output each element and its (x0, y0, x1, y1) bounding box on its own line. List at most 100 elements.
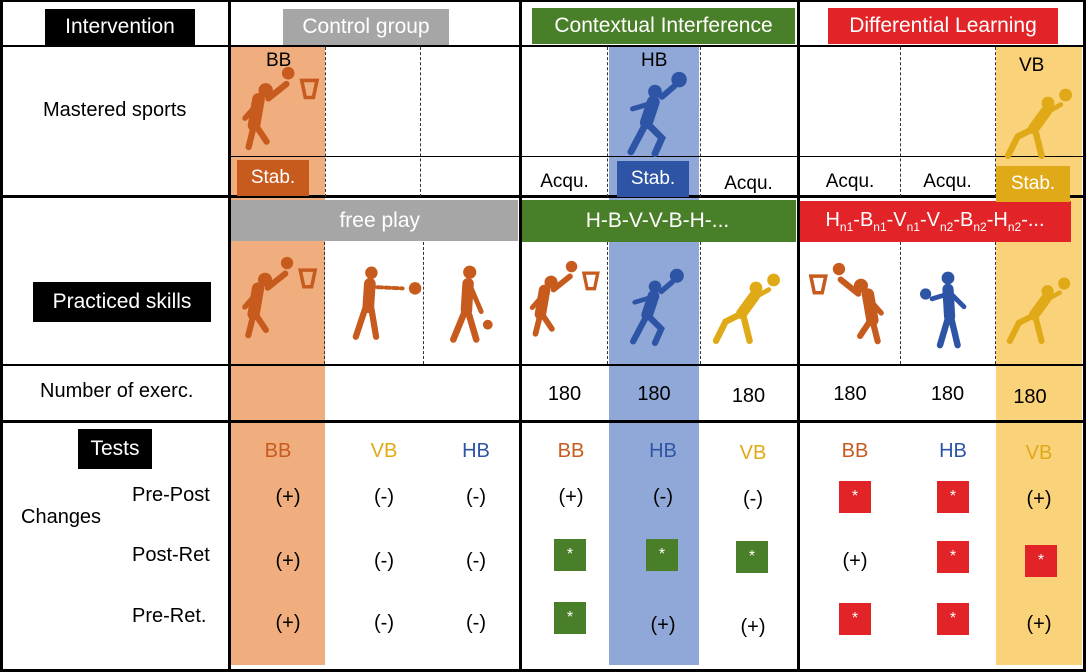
significance-marker: * (937, 603, 969, 635)
dashed-divider (995, 242, 996, 364)
test-result: (+) (275, 486, 301, 508)
status-acqu: Acqu. (825, 171, 875, 192)
status-stab-hb: Stab. (617, 161, 689, 197)
test-sport-header: HB (462, 440, 490, 462)
grid-line-right (1083, 0, 1086, 672)
dashed-divider (900, 47, 901, 197)
test-result: (+) (558, 486, 584, 508)
test-sport-header: BB (557, 440, 585, 462)
status-stab-bb: Stab. (237, 160, 309, 196)
significance-marker: * (937, 481, 969, 513)
test-result: (-) (466, 550, 486, 572)
dashed-divider (900, 242, 901, 364)
contextual-interference-banner: Contextual Interference (532, 8, 795, 44)
post-ret-label: Post-Ret (132, 544, 210, 566)
exercise-count: 180 (637, 383, 671, 405)
exercise-count: 180 (930, 383, 965, 405)
pre-ret-label: Pre-Ret. (132, 605, 207, 627)
grid-line-exercises (0, 364, 1086, 366)
significance-marker: * (646, 539, 678, 571)
practiced-skills-label: Practiced skills (33, 282, 211, 322)
status-acqu: Acqu. (923, 171, 972, 192)
test-sport-header: VB (739, 442, 767, 464)
test-result: (-) (374, 550, 394, 572)
test-sport-header: BB (264, 440, 292, 462)
handball-player-icon (627, 71, 687, 157)
basketball-player-icon (529, 260, 600, 337)
mastered-vb-label: VB (1019, 55, 1045, 76)
test-result: (+) (650, 614, 676, 636)
significance-marker: * (937, 541, 969, 573)
test-sport-header: VB (1025, 442, 1053, 464)
test-result: (-) (653, 486, 673, 508)
significance-marker: * (839, 481, 871, 513)
dribbling-player-icon (450, 265, 493, 343)
exercise-count: 180 (731, 385, 766, 407)
test-sport-header: BB (841, 440, 869, 462)
significance-marker: * (554, 602, 586, 634)
dashed-divider (995, 47, 996, 197)
basketball-player-icon (242, 256, 318, 339)
grid-line-tests (0, 420, 1086, 423)
test-result: (-) (374, 612, 394, 634)
test-result: (-) (374, 486, 394, 508)
status-acqu: Acqu. (540, 171, 589, 192)
volleyball-player-icon (1004, 88, 1072, 159)
test-result: (+) (275, 550, 301, 572)
test-sport-header: HB (649, 440, 677, 462)
basketball-player-mirrored-icon (808, 262, 884, 345)
grid-line-ci-dl (797, 0, 800, 672)
test-sport-header: HB (939, 440, 967, 462)
control-group-banner: Control group (283, 9, 449, 45)
handball-thrower-icon (920, 271, 967, 349)
passing-player-icon (352, 266, 422, 340)
dashed-divider (607, 242, 608, 364)
dl-sequence-label: Hn1-Bn1-Vn1-Vn2-Bn2-Hn2-... (825, 209, 1045, 234)
test-result: (+) (1026, 613, 1052, 635)
exercise-count: 180 (547, 383, 582, 405)
pre-post-label: Pre-Post (132, 484, 210, 506)
bb-column-band (231, 47, 325, 665)
test-result: (-) (743, 488, 763, 510)
test-result: (+) (842, 550, 868, 572)
significance-marker: * (1025, 545, 1057, 577)
exercise-count: 180 (833, 383, 867, 405)
dashed-divider (607, 47, 608, 197)
status-stab-vb: Stab. (996, 166, 1070, 202)
changes-label: Changes (21, 506, 102, 528)
handball-player-icon (630, 268, 684, 346)
dashed-divider (423, 242, 424, 364)
mastered-sports-label: Mastered sports (43, 99, 187, 121)
dashed-divider (700, 242, 701, 364)
volleyball-player-icon (712, 273, 780, 344)
grid-line-control-ci (519, 0, 522, 672)
mastered-bb-label: BB (266, 50, 292, 71)
significance-marker: * (736, 541, 768, 573)
test-result: (+) (1026, 488, 1052, 510)
significance-marker: * (554, 539, 586, 571)
free-play-banner: free play (228, 200, 518, 241)
free-play-label: free play (339, 208, 420, 232)
number-of-exercises-label: Number of exerc. (40, 380, 194, 402)
dl-sequence-banner: Hn1-Bn1-Vn1-Vn2-Bn2-Hn2-... (799, 201, 1071, 242)
test-result: (-) (466, 486, 486, 508)
dashed-divider (325, 47, 326, 197)
volleyball-player-icon (1006, 277, 1071, 344)
tests-label: Tests (78, 429, 152, 469)
grid-line-label-column (228, 0, 231, 672)
status-acqu: Acqu. (724, 173, 773, 194)
dashed-divider (420, 47, 421, 197)
grid-line-bottom (0, 669, 1086, 672)
basketball-player-icon (242, 66, 320, 151)
mastered-hb-label: HB (641, 50, 668, 71)
dashed-divider (324, 242, 325, 364)
grid-line-header (0, 45, 1086, 47)
exercise-count: 180 (1013, 386, 1047, 408)
differential-learning-banner: Differential Learning (828, 8, 1058, 44)
test-sport-header: VB (370, 440, 398, 462)
grid-line-top (0, 0, 1086, 2)
test-result: (+) (275, 612, 301, 634)
ci-sequence-banner: H-B-V-V-B-H-... (519, 200, 796, 242)
intervention-label: Intervention (45, 9, 195, 45)
